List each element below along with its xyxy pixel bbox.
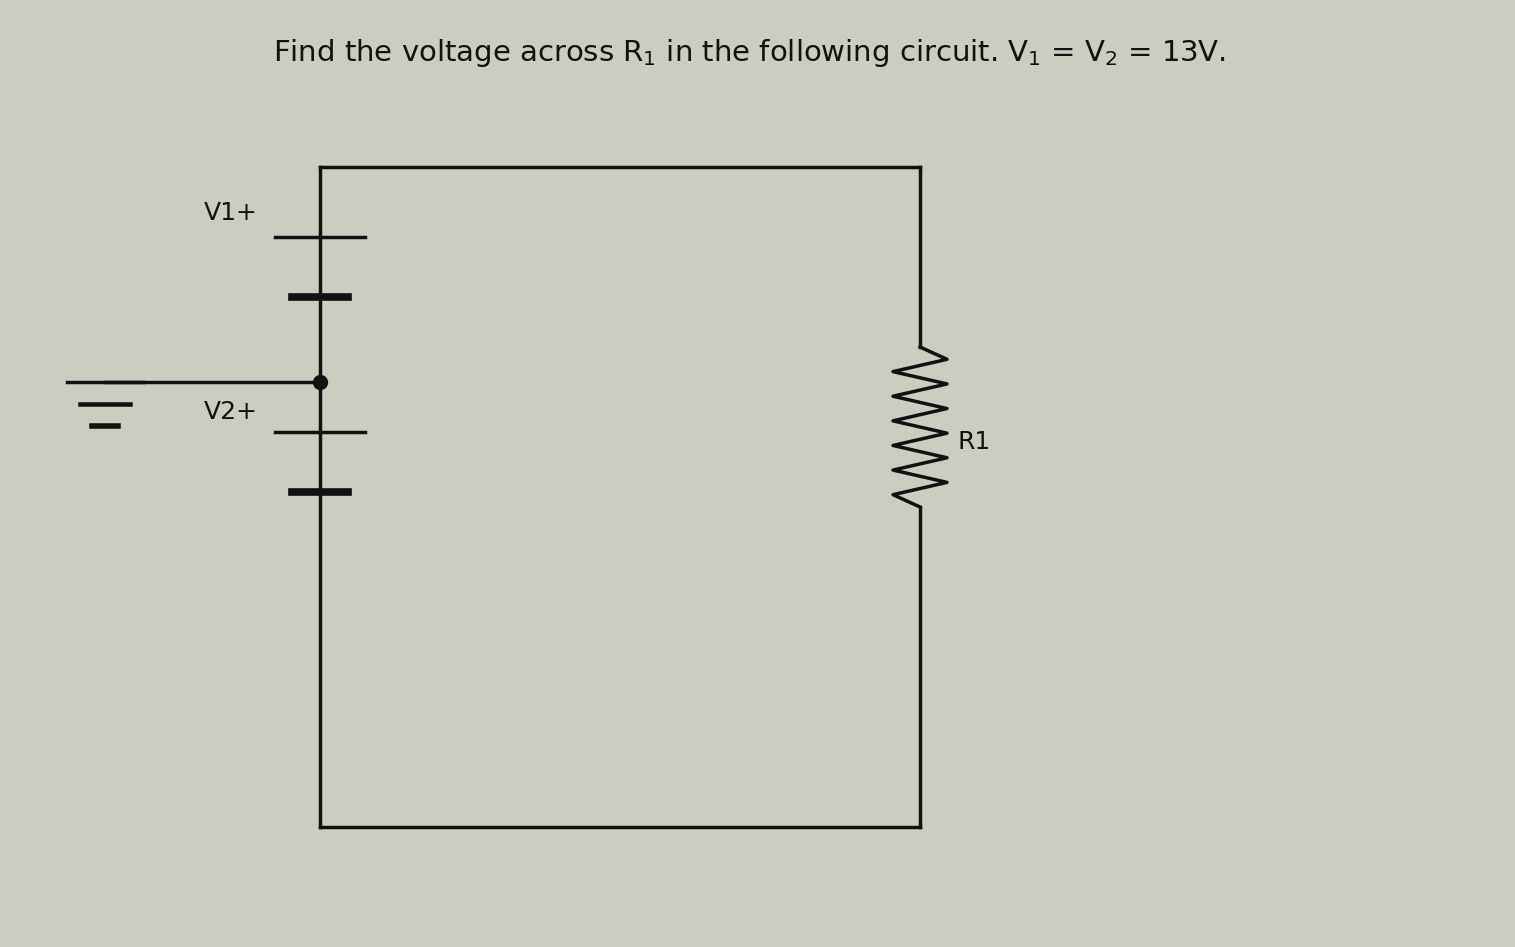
Text: Find the voltage across R$_1$ in the following circuit. V$_1$ = V$_2$ = 13V.: Find the voltage across R$_1$ in the fol… bbox=[274, 37, 1227, 69]
Text: V2+: V2+ bbox=[205, 400, 258, 424]
Text: R1: R1 bbox=[957, 430, 991, 454]
Text: V1+: V1+ bbox=[205, 201, 258, 225]
